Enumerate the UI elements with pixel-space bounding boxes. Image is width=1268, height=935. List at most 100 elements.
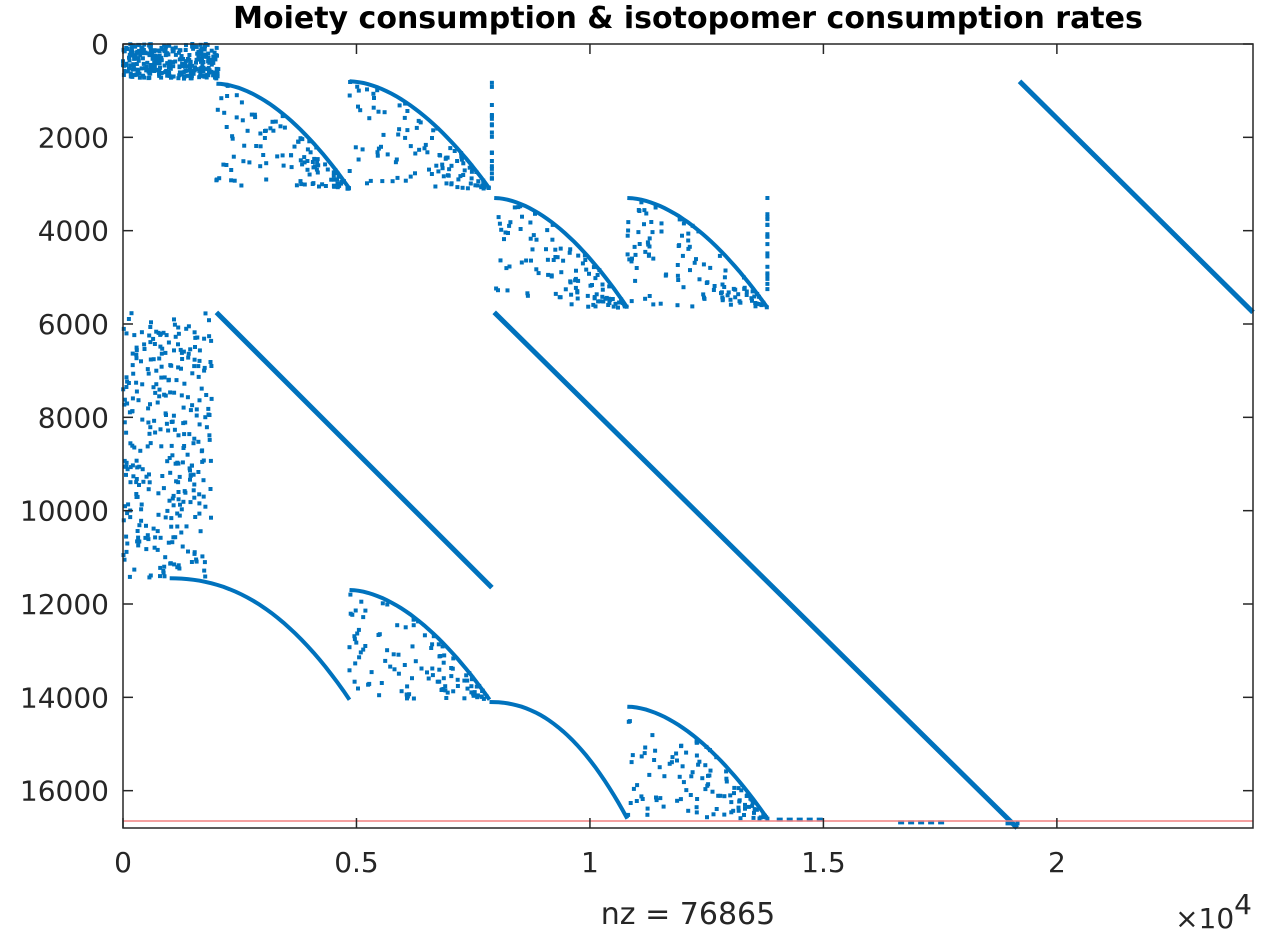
scatter-point [190, 403, 195, 408]
scatter-point [124, 460, 129, 465]
scatter-point [134, 480, 139, 485]
scatter-point [264, 161, 269, 166]
scatter-point [333, 168, 338, 172]
scatter-point [445, 690, 450, 695]
scatter-point [203, 52, 208, 57]
scatter-point [462, 168, 467, 173]
scatter-point [202, 568, 207, 573]
scatter-point [128, 441, 133, 446]
scatter-point [347, 668, 352, 673]
scatter-point [157, 394, 162, 399]
scatter-point [139, 66, 144, 71]
scatter-point [264, 177, 269, 182]
scatter-point [708, 265, 713, 270]
scatter-point [194, 57, 199, 62]
scatter-point [481, 180, 486, 185]
scatter-point [689, 774, 694, 779]
scatter-point [371, 91, 376, 96]
scatter-point [496, 215, 501, 220]
scatter-point [728, 297, 733, 302]
scatter-point [162, 43, 167, 48]
scatter-point [168, 66, 173, 71]
scatter-point [176, 76, 181, 81]
scatter-point [737, 799, 742, 804]
scatter-point [124, 464, 129, 469]
scatter-point [489, 171, 494, 176]
scatter-point [558, 246, 563, 251]
scatter-point [153, 430, 158, 435]
scatter-point [123, 69, 128, 74]
scatter-point [182, 64, 187, 69]
scatter-point [176, 433, 181, 438]
scatter-point [708, 768, 713, 773]
scatter-point [139, 45, 144, 50]
scatter-point [202, 365, 207, 370]
scatter-point [502, 237, 506, 242]
scatter-point [430, 136, 434, 140]
scatter-point [444, 181, 449, 186]
scatter-point [649, 220, 654, 224]
scatter-point [701, 262, 706, 267]
scatter-point [176, 563, 181, 568]
scatter-point [751, 815, 756, 820]
scatter-point [155, 400, 160, 405]
scatter-point [331, 170, 336, 175]
scatter-point [186, 351, 191, 356]
scatter-point [574, 268, 578, 273]
scatter-point [231, 154, 236, 159]
scatter-point [658, 301, 663, 306]
scatter-point [179, 393, 184, 398]
scatter-point [123, 504, 127, 509]
scatter-point [193, 345, 197, 349]
y-tick-label: 16000 [20, 775, 109, 808]
scatter-point [134, 352, 139, 357]
scatter-point [215, 74, 220, 79]
scatter-point [222, 110, 227, 115]
scatter-point [728, 793, 733, 798]
scatter-point [292, 144, 297, 149]
scatter-point [690, 770, 695, 775]
x-axis-label: nz = 76865 [601, 897, 775, 932]
scatter-point [192, 330, 197, 335]
scatter-point [140, 56, 145, 61]
scatter-point [146, 420, 151, 425]
scatter-point [159, 444, 164, 449]
scatter-point [163, 515, 168, 520]
scatter-point [765, 222, 770, 227]
scatter-point [395, 623, 400, 628]
scatter-point [186, 355, 191, 360]
scatter-point [416, 619, 421, 624]
scatter-point [209, 69, 214, 74]
scatter-point [686, 246, 691, 251]
scatter-point [183, 62, 188, 67]
scatter-point [176, 490, 181, 494]
scatter-point [183, 48, 188, 52]
scatter-point [489, 164, 494, 169]
scatter-point [375, 88, 380, 93]
scatter-point [289, 153, 294, 158]
scatter-point [131, 474, 136, 479]
scatter-point [187, 432, 192, 437]
scatter-point [369, 670, 374, 675]
scatter-point [597, 268, 602, 273]
scatter-point [489, 159, 494, 163]
scatter-point [724, 769, 729, 774]
scatter-point [230, 134, 235, 139]
scatter-point [686, 231, 691, 236]
scatter-point [192, 357, 197, 362]
scatter-point [221, 162, 226, 167]
scatter-point [331, 183, 336, 188]
scatter-point [193, 515, 198, 519]
scatter-point [130, 463, 135, 468]
scatter-point [329, 177, 334, 182]
plot-frame [122, 43, 1254, 829]
scatter-point [146, 537, 151, 542]
scatter-point [489, 116, 494, 121]
scatter-point [732, 791, 736, 796]
scatter-point [140, 382, 145, 387]
scatter-point [140, 467, 145, 472]
scatter-point [653, 748, 658, 753]
scatter-point [163, 555, 168, 560]
scatter-point [550, 237, 555, 242]
scatter-point [161, 330, 166, 335]
